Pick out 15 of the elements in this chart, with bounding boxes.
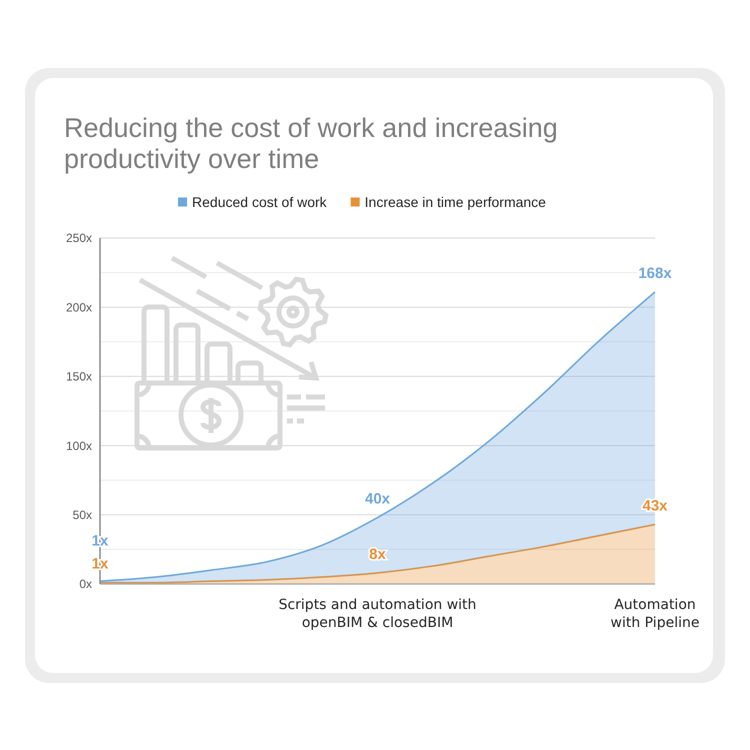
x-tick-label: Scripts and automation with openBIM & closedBIM: [278, 597, 476, 631]
data-label: 168x: [638, 264, 672, 282]
chart-title: Reducing the cost of work and increasing productivity over time: [64, 113, 558, 174]
data-label: 40x: [364, 490, 391, 508]
legend-label: Reduced cost of work: [192, 194, 328, 210]
y-tick-label: 250x: [66, 231, 92, 246]
y-tick-label: 50x: [72, 508, 92, 522]
y-tick-label: 200x: [66, 300, 92, 314]
x-tick-label: Automation with Pipeline: [610, 597, 700, 631]
y-tick-label: 150x: [66, 370, 92, 384]
data-label: 8x: [369, 546, 386, 563]
y-tick-label: 100x: [66, 438, 92, 453]
data-label: 43x: [642, 497, 668, 514]
legend-label: Increase in time performance: [364, 194, 546, 210]
y-tick-label: 0x: [79, 577, 92, 592]
